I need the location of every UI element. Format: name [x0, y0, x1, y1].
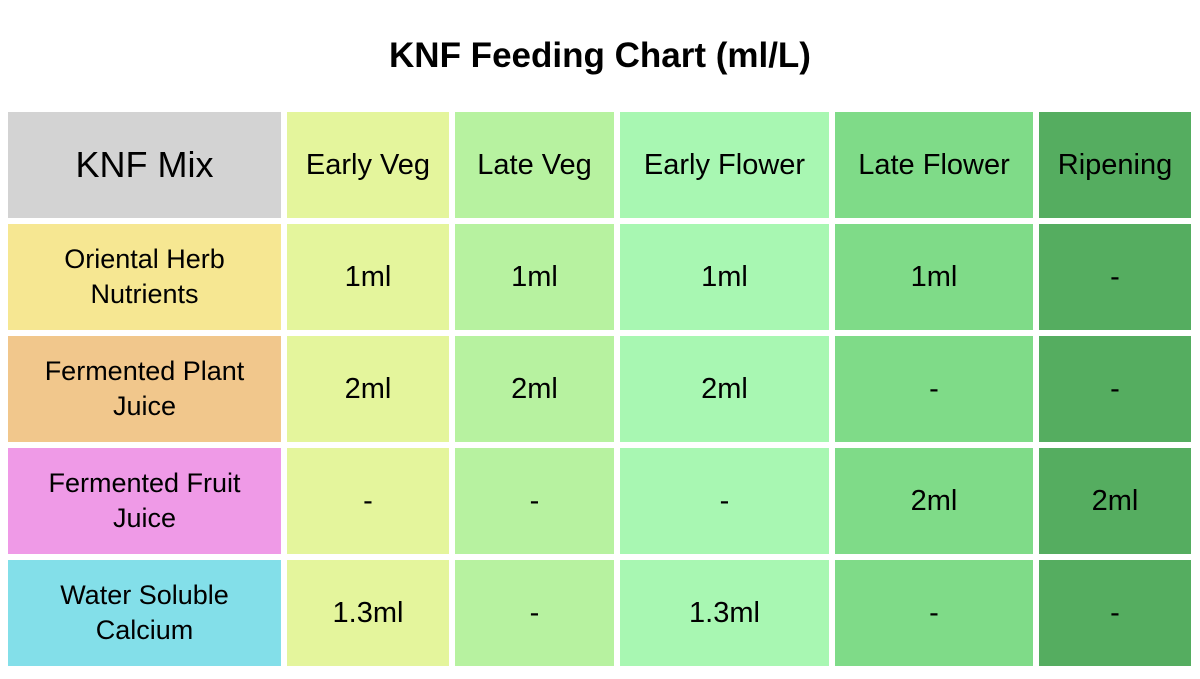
value-cell: 1ml — [455, 224, 614, 330]
value-cell: 2ml — [835, 448, 1033, 554]
column-header-ripening: Ripening — [1039, 112, 1191, 218]
value-cell: - — [835, 560, 1033, 666]
value-cell: - — [835, 336, 1033, 442]
column-header-early-veg: Early Veg — [287, 112, 449, 218]
value-cell: 1ml — [620, 224, 829, 330]
value-cell: 1.3ml — [287, 560, 449, 666]
value-cell: - — [455, 560, 614, 666]
value-cell: - — [455, 448, 614, 554]
page-title: KNF Feeding Chart (ml/L) — [389, 36, 811, 75]
value-cell: 1ml — [835, 224, 1033, 330]
value-cell: 2ml — [1039, 448, 1191, 554]
corner-cell-knf-mix: KNF Mix — [8, 112, 281, 218]
row-label-fermented-plant-juice: Fermented Plant Juice — [8, 336, 281, 442]
column-header-late-flower: Late Flower — [835, 112, 1033, 218]
value-cell: - — [1039, 560, 1191, 666]
value-cell: 1.3ml — [620, 560, 829, 666]
value-cell: 2ml — [287, 336, 449, 442]
value-cell: - — [1039, 224, 1191, 330]
row-label-fermented-fruit-juice: Fermented Fruit Juice — [8, 448, 281, 554]
column-header-early-flower: Early Flower — [620, 112, 829, 218]
row-label-water-soluble-calcium: Water Soluble Calcium — [8, 560, 281, 666]
value-cell: - — [287, 448, 449, 554]
value-cell: 2ml — [455, 336, 614, 442]
value-cell: - — [1039, 336, 1191, 442]
value-cell: 1ml — [287, 224, 449, 330]
value-cell: 2ml — [620, 336, 829, 442]
feeding-chart-table: KNF Mix Early Veg Late Veg Early Flower … — [8, 112, 1191, 666]
row-label-oriental-herb-nutrients: Oriental Herb Nutrients — [8, 224, 281, 330]
column-header-late-veg: Late Veg — [455, 112, 614, 218]
value-cell: - — [620, 448, 829, 554]
